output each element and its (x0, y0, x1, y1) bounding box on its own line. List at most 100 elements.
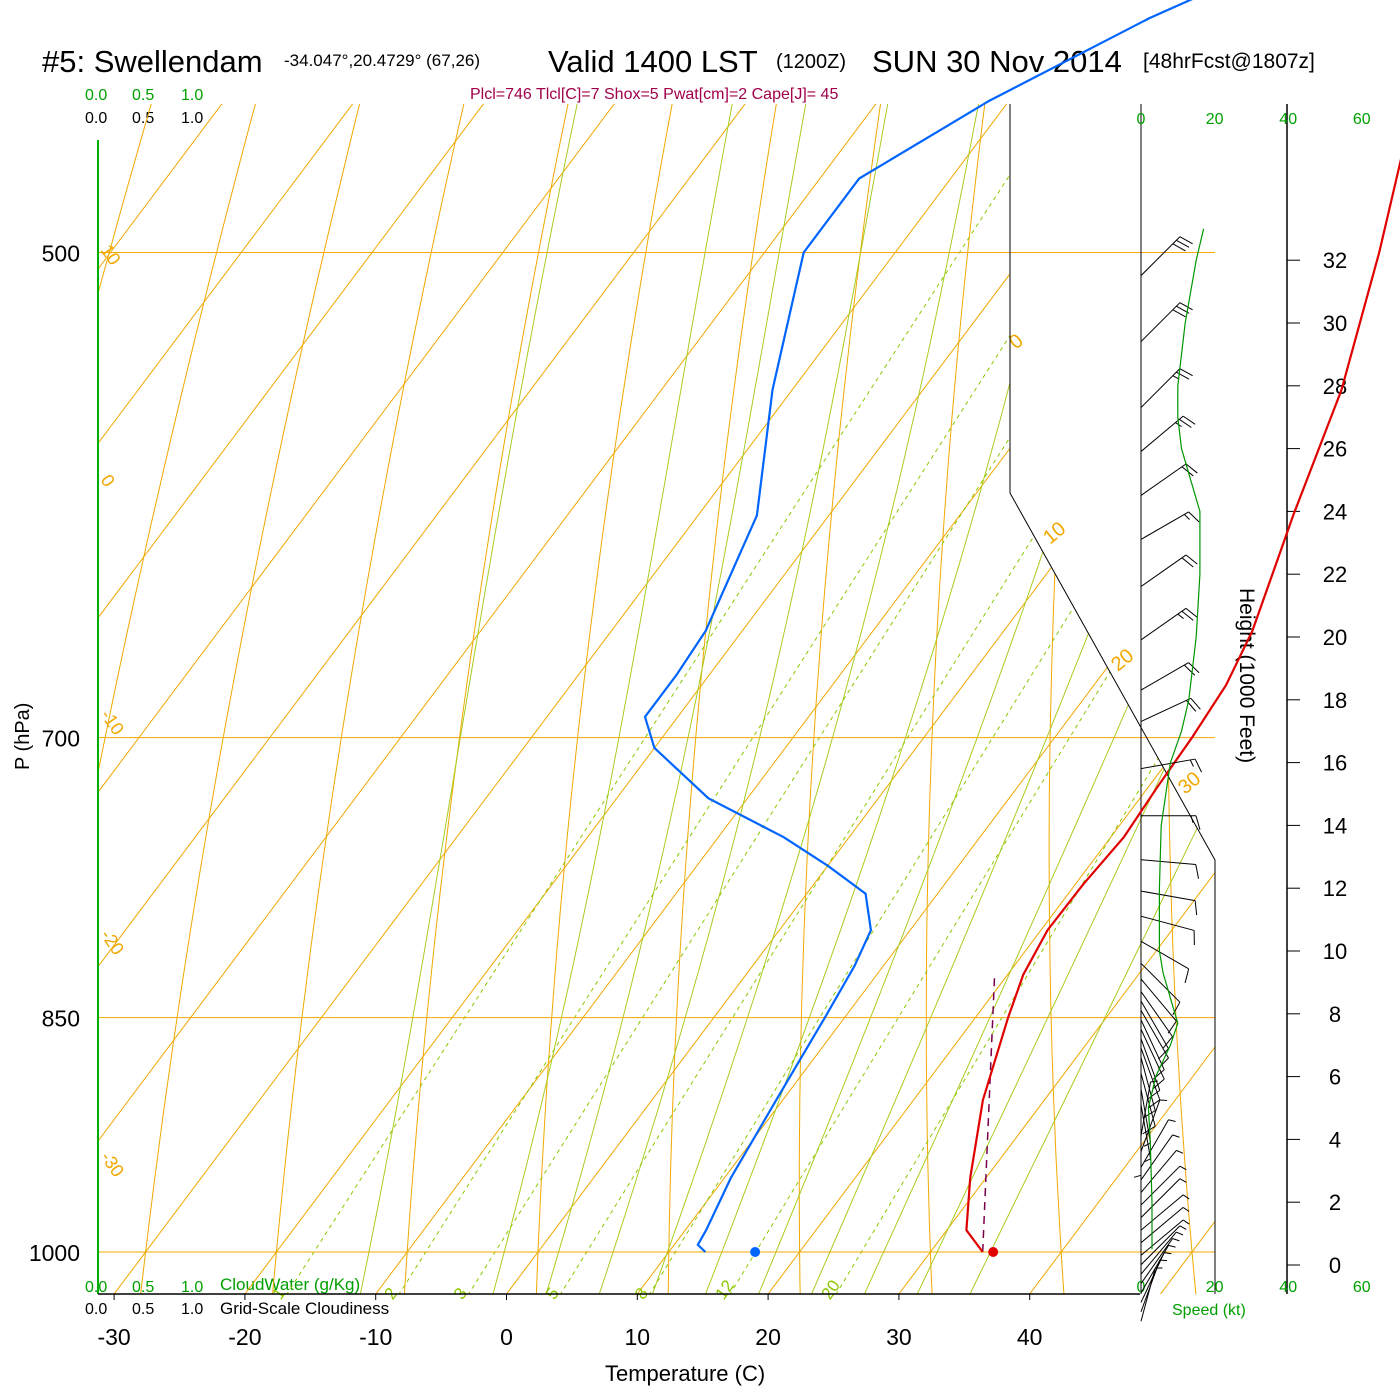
wind-barb (1140, 662, 1200, 691)
moist-adiabat-grid (353, 104, 1215, 1294)
wind-barb-staff (1140, 1231, 1177, 1275)
plot-right-edge (1009, 104, 1216, 1294)
wind-barb-staff (1140, 1238, 1173, 1284)
wind-barb (1140, 236, 1193, 276)
height-tick-label: 14 (1323, 813, 1347, 838)
wind-barb-staff (1140, 236, 1181, 276)
wind-barb-flag (1188, 662, 1200, 674)
wind-barb-flag (1162, 1036, 1173, 1049)
dry-adiabat-line (667, 104, 973, 1294)
mixing-ratio-line (631, 104, 1215, 1294)
wind-barb-flag (1185, 607, 1198, 618)
wind-barb-flag (1172, 309, 1186, 318)
scale-top-green-1: 0.5 (132, 87, 154, 104)
wind-barb (1140, 1149, 1184, 1193)
wind-barb-staff (1140, 1134, 1173, 1181)
wind-barb-staff (1140, 991, 1173, 1037)
wind-barb-flag (1172, 1001, 1181, 1016)
scale-bottom-green-2: 1.0 (181, 1279, 203, 1296)
dry-adiabat-line (135, 104, 625, 1294)
mixing-ratio-line (268, 104, 1170, 1294)
wind-barb-flag (1190, 697, 1201, 710)
wind-barb-flag (1147, 1089, 1161, 1100)
isotherm-line (98, 104, 774, 1294)
isotherm-line (605, 104, 1215, 1294)
wind-barb (1140, 607, 1198, 641)
wind-barb-staff (1140, 940, 1189, 970)
temperature-tick-label: 10 (625, 1324, 651, 1350)
wind-barb-half-flag (1176, 1231, 1184, 1236)
wind-barb-staff (1140, 1268, 1156, 1322)
moist-adiabat-line (589, 104, 1062, 1294)
wind-barb-flag (1179, 368, 1193, 377)
mixing-ratio-grid (268, 104, 1215, 1294)
parcel-path-line (981, 974, 996, 1253)
wind-barb-half-flag (1182, 1194, 1190, 1200)
wind-barb (1140, 697, 1201, 722)
wind-barb-staff (1140, 1047, 1161, 1100)
isotherm-line (98, 104, 905, 1294)
wind-barb-half-flag (1179, 1225, 1187, 1230)
wind-barb-flag (1194, 900, 1198, 916)
moist-adiabat-line (903, 104, 1215, 1294)
wind-barb (1140, 1219, 1190, 1256)
wind-barb-staff (1140, 697, 1192, 722)
wind-barb-staff (1140, 1029, 1165, 1080)
cloud-scales: 0.0 0.5 1.0 0.0 0.5 1.0 0.0 0.5 1.0 Clou… (85, 87, 389, 1318)
scale-top-black-2: 1.0 (181, 110, 203, 127)
isotherm-line (474, 104, 1215, 1294)
wind-barb-staff (1140, 1150, 1177, 1193)
wind-barb-staff (1140, 1119, 1169, 1168)
wind-barb-staff (1140, 1088, 1152, 1144)
dry-adiabat-line (98, 104, 364, 1294)
mixing-ratio-line (712, 104, 1215, 1294)
wind-barb-staff (1140, 1099, 1161, 1152)
isobar-grid (98, 251, 1215, 1253)
wind-barb-staff (1140, 1104, 1152, 1159)
height-tick-label: 2 (1329, 1190, 1341, 1215)
wind-barb (1140, 1194, 1190, 1231)
wind-barb-staff (1140, 1019, 1165, 1070)
height-tick-label: 24 (1323, 499, 1347, 524)
wind-barb-flag (1158, 1048, 1169, 1060)
wind-barb-half-flag (1183, 514, 1190, 520)
wind-barb-staff (1140, 915, 1195, 931)
station-title: #5: Swellendam (42, 44, 263, 79)
speed-tick-label-bottom: 0 (1137, 1279, 1146, 1296)
height-tick-label: 32 (1323, 248, 1347, 273)
dry-adiabat-line (268, 104, 712, 1294)
wind-barb (1140, 1099, 1168, 1152)
wind-barb-half-flag (1133, 1174, 1142, 1178)
temperature-line (965, 158, 1400, 1253)
temperature-tick-label: 30 (886, 1324, 912, 1350)
height-tick-label: 16 (1323, 751, 1347, 776)
dry-adiabat-line (925, 104, 1147, 1294)
wind-barb-half-flag (1143, 1142, 1151, 1147)
wind-barb-staff (1140, 662, 1189, 691)
wind-barb (1140, 940, 1190, 984)
wind-speed-line (1147, 228, 1205, 1250)
wind-barb-staff (1140, 1178, 1181, 1218)
wind-barb (1140, 1134, 1180, 1181)
wind-barb-flag (1176, 239, 1190, 248)
scale-bottom-black-1: 0.5 (132, 1301, 154, 1318)
speed-tick-label-bottom: 60 (1353, 1279, 1371, 1296)
speed-tick-label-top: 40 (1279, 111, 1297, 128)
wind-barb-staff (1140, 607, 1187, 641)
wind-barb (1140, 890, 1198, 916)
wind-barb-flag (1176, 371, 1190, 380)
wind-barb-flag (1185, 463, 1198, 474)
valid-date: SUN 30 Nov 2014 (872, 44, 1122, 79)
wind-barb-half-flag (1177, 613, 1184, 620)
height-tick-label: 26 (1323, 437, 1347, 462)
wind-speed-series (1147, 228, 1205, 1250)
sounding-params: Plcl=746 Tlcl[C]=7 Shox=5 Pwat[cm]=2 Cap… (470, 86, 838, 103)
wind-barb (1140, 758, 1202, 773)
wind-barb-half-flag (1179, 1165, 1187, 1171)
pressure-tick-label: 500 (42, 240, 80, 266)
height-tick-label: 20 (1323, 625, 1347, 650)
moist-adiabat-line (537, 104, 989, 1294)
wind-barb (1140, 1225, 1187, 1266)
